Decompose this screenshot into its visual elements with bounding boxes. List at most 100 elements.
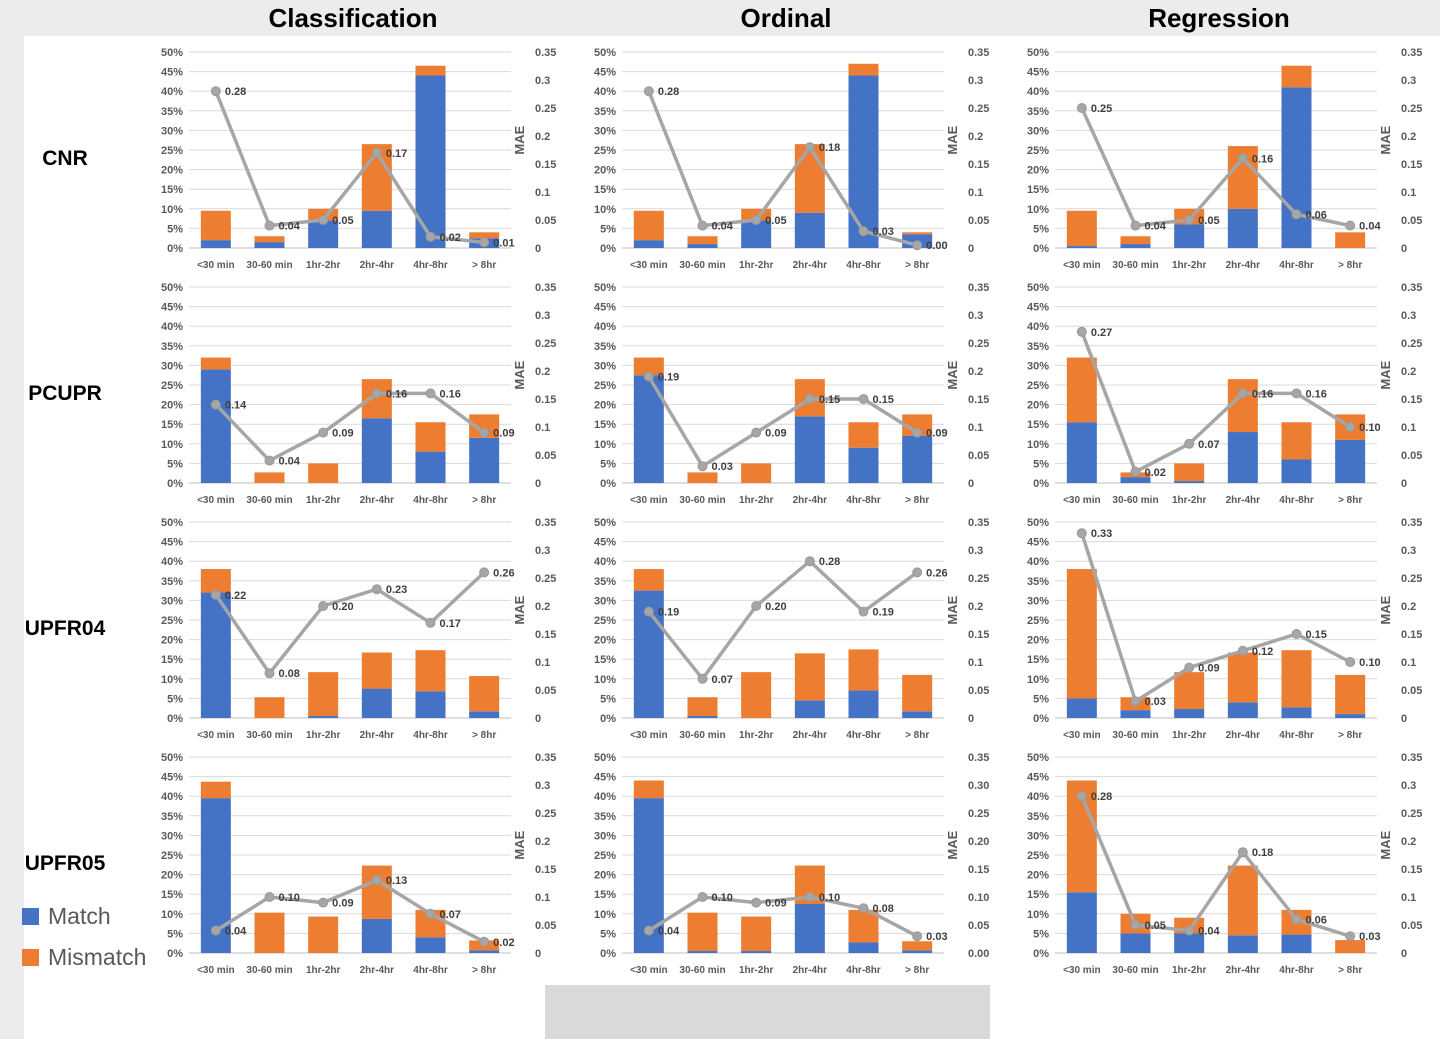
left-axis-tick: 20% [161, 870, 183, 882]
bar-match [1174, 224, 1205, 248]
mae-label: 0.16 [386, 388, 407, 400]
header-band [0, 0, 1440, 36]
legend: Match Mismatch [22, 903, 146, 971]
right-axis-tick: 0.25 [968, 338, 989, 350]
right-axis-tick: 0.1 [535, 657, 550, 669]
bar-mismatch [848, 649, 879, 691]
category-label: <30 min [630, 730, 668, 741]
bar-mismatch [1281, 650, 1312, 708]
bar-mismatch [741, 208, 772, 221]
left-axis-tick: 40% [161, 556, 183, 568]
mae-label: 0.16 [1252, 153, 1273, 165]
chart-svg: 50% 45% 40% 35% 30% 25% 20% 15% 10% 5% 0% 0.35 0.3 0.… [1027, 517, 1422, 741]
category-label: 30-60 min [1112, 965, 1158, 976]
right-axis-tick: 0.05 [968, 685, 989, 697]
right-axis-tick: 0.35 [1401, 752, 1422, 764]
left-axis-tick: 45% [1027, 772, 1049, 784]
category-label: 2hr-4hr [1226, 730, 1261, 741]
left-axis-tick: 10% [161, 204, 183, 216]
mae-axis-title: MAE [1378, 125, 1393, 154]
mae-marker [318, 897, 329, 908]
right-axis-tick: 0 [1401, 243, 1407, 255]
right-axis-tick: 0.25 [1401, 338, 1422, 350]
right-axis-tick: 0 [535, 948, 541, 960]
left-axis-tick: 15% [1027, 654, 1049, 666]
right-axis-tick: 0.3 [535, 545, 550, 557]
mae-marker [1184, 438, 1195, 449]
right-axis-tick: 0.25 [968, 573, 989, 585]
right-axis-tick: 0.2 [968, 601, 983, 613]
mae-label: 0.04 [712, 221, 734, 233]
mae-label: 0.09 [1198, 663, 1219, 675]
left-axis-tick: 30% [1027, 125, 1049, 137]
bar-mismatch [794, 653, 825, 701]
category-label: 4hr-8hr [1279, 495, 1314, 506]
mae-label: 0.08 [873, 903, 894, 915]
mae-line [647, 89, 919, 247]
mae-marker [1291, 914, 1302, 925]
bar-match [200, 592, 231, 718]
left-axis-tick: 25% [594, 850, 616, 862]
bar-match [1066, 892, 1097, 953]
right-axis-tick: 0.15 [535, 159, 556, 171]
chart-svg: 50% 45% 40% 35% 30% 25% 20% 15% 10% 5% 0% 0.35 0.3 0.… [594, 47, 989, 271]
category-label: 2hr-4hr [1226, 260, 1261, 271]
right-axis-tick: 0.05 [968, 920, 989, 932]
left-axis-tick: 0% [600, 478, 616, 490]
category-label: 1hr-2hr [1172, 730, 1207, 741]
category-label: 2hr-4hr [793, 730, 828, 741]
category-label: > 8hr [905, 495, 929, 506]
mae-marker [1130, 696, 1141, 707]
left-axis-tick: 40% [161, 321, 183, 333]
left-axis-tick: 25% [161, 850, 183, 862]
right-axis-tick: 0.3 [1401, 780, 1416, 792]
right-axis-tick: 0.35 [535, 282, 556, 294]
mae-marker [479, 936, 490, 947]
left-axis-tick: 45% [594, 67, 616, 79]
left-axis-tick: 50% [161, 752, 183, 764]
right-axis-tick: 0.15 [1401, 864, 1422, 876]
mae-label: 0.19 [658, 372, 679, 384]
right-axis-tick: 0.05 [535, 215, 556, 227]
category-label: 4hr-8hr [413, 260, 448, 271]
right-axis-tick: 0 [535, 713, 541, 725]
left-axis-tick: 30% [1027, 360, 1049, 372]
mae-marker [1345, 220, 1356, 231]
left-axis-tick: 20% [161, 400, 183, 412]
left-axis-tick: 35% [594, 811, 616, 823]
mae-label: 0.05 [332, 215, 353, 227]
bar-match [741, 220, 772, 248]
mae-marker [1076, 326, 1087, 337]
mae-label: 0.10 [279, 892, 300, 904]
chart-pcupr-ordinal: 50% 45% 40% 35% 30% 25% 20% 15% 10% 5% 0% 0.35 0.3 0.… [576, 277, 996, 511]
mae-axis-title: MAE [945, 360, 960, 389]
chart-svg: 50% 45% 40% 35% 30% 25% 20% 15% 10% 5% 0% 0.35 0.30 0… [594, 752, 989, 976]
mae-label: 0.05 [1198, 215, 1219, 227]
left-axis-tick: 10% [594, 439, 616, 451]
category-label: 30-60 min [1112, 495, 1158, 506]
right-axis-tick: 0.15 [968, 629, 989, 641]
right-axis-tick: 0.2 [535, 131, 550, 143]
chart-cnr-regression: 50% 45% 40% 35% 30% 25% 20% 15% 10% 5% 0% 0.35 0.3 0.… [1009, 42, 1429, 276]
left-axis-tick: 40% [594, 321, 616, 333]
left-axis-tick: 30% [1027, 830, 1049, 842]
left-axis-tick: 15% [594, 419, 616, 431]
right-axis-tick: 0 [1401, 478, 1407, 490]
bar-mismatch [200, 781, 231, 799]
right-axis-tick: 0.35 [1401, 47, 1422, 59]
mae-label: 0.05 [765, 215, 786, 227]
right-axis-tick: 0.35 [1401, 282, 1422, 294]
left-axis-tick: 50% [1027, 517, 1049, 529]
right-axis-tick: 0.3 [968, 545, 983, 557]
left-axis-tick: 10% [594, 674, 616, 686]
bar-mismatch [741, 672, 772, 718]
left-axis-tick: 50% [1027, 752, 1049, 764]
category-label: 30-60 min [679, 495, 725, 506]
left-axis-tick: 25% [594, 615, 616, 627]
mae-marker [1130, 466, 1141, 477]
mae-label: 0.26 [926, 567, 947, 579]
mae-marker [1184, 662, 1195, 673]
left-axis-tick: 5% [600, 223, 616, 235]
bar-match [1281, 459, 1312, 483]
chart-upfr04-regression: 50% 45% 40% 35% 30% 25% 20% 15% 10% 5% 0% 0.35 0.3 0.… [1009, 512, 1429, 746]
